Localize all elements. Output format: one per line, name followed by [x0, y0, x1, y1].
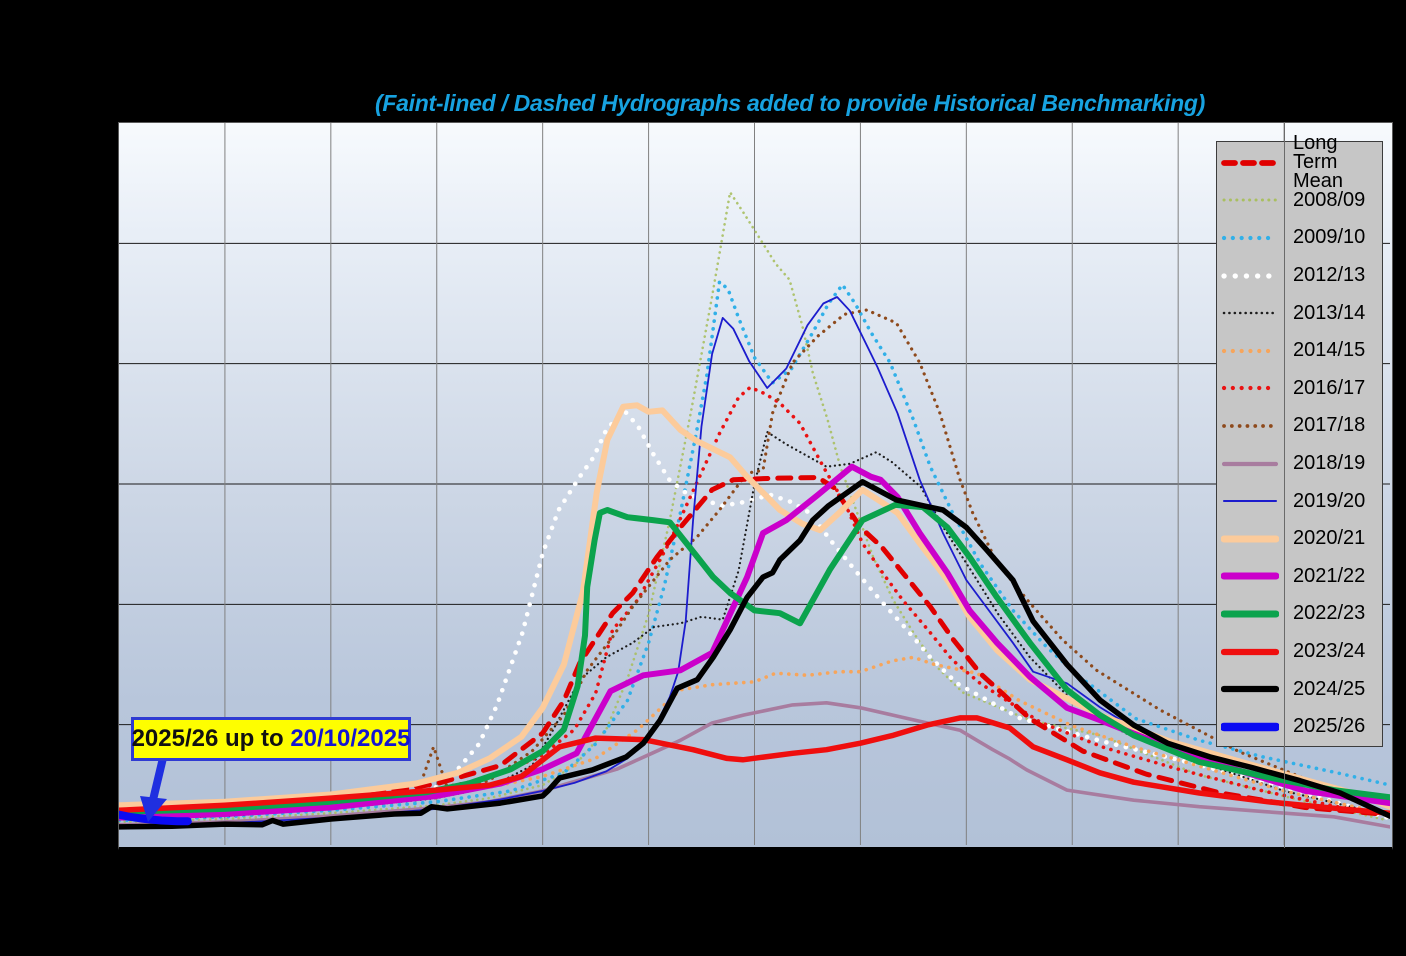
chart-subtitle: (Faint-lined / Dashed Hydrographs added … [375, 90, 1205, 116]
legend-label-s2019_20: 2019/20 [1293, 489, 1366, 512]
legend-swatch-s2025_26 [1217, 721, 1285, 733]
legend-label-ltm: Long Term Mean [1293, 132, 1344, 193]
series-line-s2023_24 [119, 715, 1390, 816]
legend-swatch-s2022_23 [1217, 608, 1285, 620]
legend-label-s2008_09: 2008/09 [1293, 188, 1366, 211]
legend-label-s2013_14: 2013/14 [1293, 301, 1366, 324]
legend-swatch-s2013_14 [1217, 307, 1285, 319]
legend-item-s2008_09: 2008/09 [1217, 182, 1382, 220]
legend-swatch-s2024_25 [1217, 683, 1285, 695]
legend-label-s2020_21: 2020/21 [1293, 527, 1366, 550]
legend-item-s2014_15: 2014/15 [1217, 332, 1382, 370]
legend-item-s2017_18: 2017/18 [1217, 407, 1382, 445]
series-line-s2012_13 [119, 409, 1390, 821]
series-line-s2019_20 [119, 296, 1390, 828]
legend-label-s2018_19: 2018/19 [1293, 452, 1366, 475]
legend-label-s2017_18: 2017/18 [1293, 414, 1366, 437]
legend-item-s2019_20: 2019/20 [1217, 482, 1382, 520]
series-line-s2017_18 [119, 308, 1387, 821]
legend: Long Term Mean 2008/09 2009/10 2012/13 2013/… [1216, 133, 1383, 747]
legend-label-s2009_10: 2009/10 [1293, 226, 1366, 249]
legend-item-s2021_22: 2021/22 [1217, 558, 1382, 596]
legend-item-s2012_13: 2012/13 [1217, 257, 1382, 295]
legend-swatch-s2023_24 [1217, 646, 1285, 658]
legend-swatch-s2017_18 [1217, 420, 1285, 432]
series-line-s2024_25 [119, 479, 1390, 830]
legend-swatch-s2018_19 [1217, 458, 1285, 470]
annotation-arrow-icon [140, 757, 167, 822]
legend-label-s2025_26: 2025/26 [1293, 715, 1366, 738]
legend-label-s2012_13: 2012/13 [1293, 264, 1366, 287]
legend-item-s2013_14: 2013/14 [1217, 294, 1382, 332]
legend-label-s2022_23: 2022/23 [1293, 602, 1366, 625]
legend-label-s2014_15: 2014/15 [1293, 339, 1366, 362]
legend-swatch-s2008_09 [1217, 194, 1285, 206]
series-line-s2020_21 [119, 402, 1390, 810]
annotation-date: 20/10/2025 [290, 725, 411, 752]
legend-item-s2009_10: 2009/10 [1217, 219, 1382, 257]
legend-item-s2024_25: 2024/25 [1217, 670, 1382, 708]
legend-swatch-s2021_22 [1217, 570, 1285, 582]
legend-item-ltm: Long Term Mean [1217, 133, 1382, 191]
legend-item-s2022_23: 2022/23 [1217, 595, 1382, 633]
legend-swatch-s2020_21 [1217, 533, 1285, 545]
series-line-s2025_26 [119, 810, 192, 826]
series-line-s2022_23 [119, 501, 1390, 815]
legend-label-s2016_17: 2016/17 [1293, 376, 1366, 399]
legend-swatch-s2016_17 [1217, 382, 1285, 394]
annotation-text: 2025/26 up to [131, 725, 291, 752]
legend-label-s2021_22: 2021/22 [1293, 564, 1366, 587]
legend-item-s2023_24: 2023/24 [1217, 633, 1382, 671]
legend-label-s2023_24: 2023/24 [1293, 640, 1366, 663]
legend-item-s2018_19: 2018/19 [1217, 445, 1382, 483]
series-line-s2021_22 [119, 463, 1390, 821]
series-line-s2008_09 [119, 191, 1386, 824]
hydrograph-svg [119, 123, 1390, 845]
legend-swatch-s2014_15 [1217, 345, 1285, 357]
vertical-gridline-overlay [1284, 122, 1285, 848]
legend-item-s2025_26: 2025/26 [1217, 708, 1382, 746]
annotation-box: 2025/26 up to 20/10/2025 [131, 717, 411, 761]
legend-item-s2020_21: 2020/21 [1217, 520, 1382, 558]
legend-swatch-s2012_13 [1217, 270, 1285, 282]
legend-swatch-ltm [1217, 157, 1285, 169]
legend-item-s2016_17: 2016/17 [1217, 370, 1382, 408]
legend-label-s2024_25: 2024/25 [1293, 677, 1366, 700]
series-line-ltm [119, 475, 1390, 818]
legend-swatch-s2019_20 [1217, 495, 1285, 507]
legend-swatch-s2009_10 [1217, 232, 1285, 244]
